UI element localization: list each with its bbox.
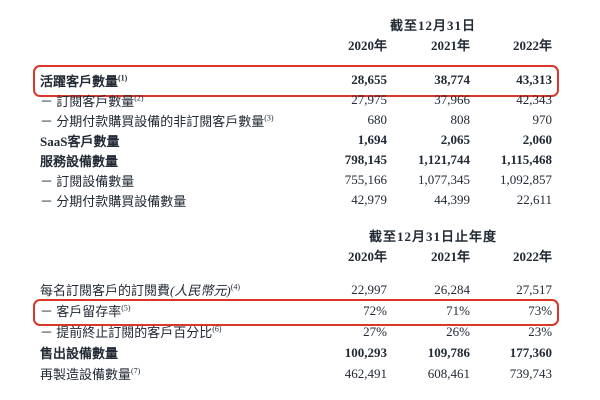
row-label: － 分期付款購買設備的非訂閱客戶數量 (40, 113, 265, 129)
table-row-remanufactured-devices: 再製造設備數量(7) 462,491 608,461 739,743 (40, 363, 552, 384)
table-row-subscription-fee: 每名訂閱客戶的訂閱費(人民幣元)(4) 22,997 26,284 27,517 (40, 279, 552, 300)
table-row-subscription-devices: － 訂閱設備數量 755,166 1,077,345 1,092,857 (40, 170, 552, 190)
period-header-row: 截至12月31日止年度 (40, 225, 552, 245)
footnote-marker: (1) (118, 73, 128, 83)
value-2021: 26% (446, 323, 470, 339)
value-2020: 27,975 (351, 92, 387, 107)
footnote-marker: (3) (264, 113, 274, 123)
customer-metrics-table: 截至12月31日 2020年 2021年 2022年 活躍客戶數量(1) 28,… (40, 14, 552, 210)
value-2022: 970 (532, 112, 553, 127)
value-2022: 73% (528, 302, 553, 318)
row-label-unit: (人民幣元) (170, 283, 231, 298)
value-2021: 2,065 (440, 132, 470, 147)
value-2020: 28,655 (351, 72, 387, 87)
value-2022: 177,360 (509, 344, 553, 360)
footnote-marker: (4) (230, 282, 241, 292)
value-2020: 680 (367, 112, 388, 127)
value-2021: 109,786 (427, 344, 470, 360)
value-2020: 100,293 (344, 344, 387, 360)
year-header-2022: 2022年 (513, 248, 553, 264)
row-label: － 訂閱設備數量 (40, 173, 135, 189)
footnote-marker: (5) (121, 303, 131, 313)
value-2020: 72% (363, 302, 387, 318)
period-header-row: 截至12月31日 (40, 14, 552, 34)
value-2022: 2,060 (522, 132, 553, 147)
value-2020: 755,166 (344, 172, 387, 187)
year-header-row: 2020年 2021年 2022年 (40, 245, 552, 265)
year-header-2021: 2021年 (430, 37, 470, 53)
value-2020: 462,491 (344, 365, 387, 381)
period-header: 截至12月31日止年度 (369, 228, 498, 244)
table-row-installment-nonsubscription-customers: － 分期付款購買設備的非訂閱客戶數量(3) 680 808 970 (40, 110, 552, 130)
value-2021: 44,399 (434, 192, 470, 207)
row-label: 再製造設備數量 (40, 367, 132, 382)
value-2022: 739,743 (509, 365, 553, 381)
value-2022: 42,343 (516, 92, 553, 107)
year-header-2022: 2022年 (513, 37, 553, 53)
row-label: SaaS客戶數量 (40, 133, 120, 149)
year-header-2021: 2021年 (430, 248, 470, 264)
value-2021: 26,284 (434, 281, 470, 297)
value-2020: 1,694 (357, 132, 387, 147)
value-2021: 808 (450, 112, 471, 127)
value-2020: 42,979 (351, 192, 387, 207)
footnote-marker: (2) (134, 93, 144, 103)
value-2021: 71% (446, 302, 470, 318)
row-label: 售出設備數量 (40, 346, 119, 361)
value-2020: 22,997 (351, 281, 387, 297)
footnote-marker: (7) (131, 366, 141, 376)
footnote-marker: (6) (212, 324, 222, 334)
row-label: － 客戶留存率 (40, 304, 122, 319)
year-header-2020: 2020年 (347, 37, 387, 53)
table-row-devices-sold: 售出設備數量 100,293 109,786 177,360 (40, 342, 552, 363)
value-2021: 608,461 (427, 365, 470, 381)
row-label: 每名訂閱客戶的訂閱費 (40, 283, 171, 298)
period-header: 截至12月31日 (390, 17, 477, 33)
row-label: － 訂閱客戶數量 (40, 93, 135, 109)
value-2021: 37,966 (434, 92, 470, 107)
value-2022: 22,611 (516, 192, 553, 207)
table-row-saas-customers: SaaS客戶數量 1,694 2,065 2,060 (40, 130, 552, 150)
row-label: － 分期付款購買設備數量 (40, 193, 187, 209)
value-2022: 27,517 (516, 281, 553, 297)
value-2022: 23% (528, 323, 553, 339)
table-row-early-termination-percentage: － 提前終止訂閱的客戶百分比(6) 27% 26% 23% (40, 321, 552, 342)
value-2022: 1,115,468 (500, 152, 553, 167)
row-label: 服務設備數量 (40, 153, 119, 169)
year-header-2020: 2020年 (347, 248, 387, 264)
table-row-customer-retention-rate: － 客戶留存率(5) 72% 71% 73% (40, 300, 552, 321)
table-row-serviced-devices: 服務設備數量 798,145 1,121,744 1,115,468 (40, 150, 552, 170)
value-2021: 38,774 (434, 72, 470, 87)
table-row-subscription-customers: － 訂閱客戶數量(2) 27,975 37,966 42,343 (40, 90, 552, 110)
row-label: 活躍客戶數量 (40, 73, 119, 89)
table-row-active-customers: 活躍客戶數量(1) 28,655 38,774 43,313 (40, 70, 552, 90)
value-2022: 43,313 (516, 72, 553, 87)
value-2021: 1,077,345 (418, 172, 470, 187)
year-header-row: 2020年 2021年 2022年 (40, 34, 552, 54)
value-2022: 1,092,857 (500, 172, 553, 187)
row-label: － 提前終止訂閱的客戶百分比 (40, 325, 213, 340)
value-2020: 27% (363, 323, 387, 339)
value-2020: 798,145 (344, 152, 387, 167)
value-2021: 1,121,744 (418, 152, 470, 167)
table-row-installment-devices: － 分期付款購買設備數量 42,979 44,399 22,611 (40, 190, 552, 210)
subscription-metrics-table: 截至12月31日止年度 2020年 2021年 2022年 每名訂閱客戶的訂閱費… (40, 225, 552, 384)
